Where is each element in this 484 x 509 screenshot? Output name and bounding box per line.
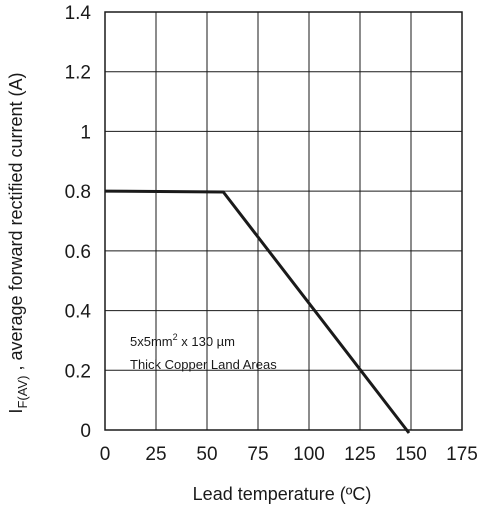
x-tick-label: 0 <box>100 444 111 465</box>
x-tick-label: 125 <box>344 444 376 465</box>
annotation-line1-rest: x 130 µm <box>178 334 235 349</box>
y-tick-label: 0.6 <box>65 242 91 263</box>
annotation-line1: 5x5mm2 x 130 µm <box>130 332 235 349</box>
annotation-line2: Thick Copper Land Areas <box>130 357 277 372</box>
annotation-line1-main: 5x5mm <box>130 334 173 349</box>
y-tick-label: 0.8 <box>65 182 91 203</box>
y-axis-label-main: I <box>6 409 26 414</box>
y-tick-label: 0.2 <box>65 361 91 382</box>
x-tick-label: 25 <box>145 444 166 465</box>
y-tick-labels: 0 0.2 0.4 0.6 0.8 1 1.2 1.4 <box>65 3 92 442</box>
x-tick-label: 150 <box>395 444 427 465</box>
x-tick-label: 50 <box>196 444 217 465</box>
y-axis-label-rest: , average forward rectified current (A) <box>6 72 26 375</box>
y-tick-label: 1.4 <box>65 3 92 24</box>
series-layer <box>104 189 411 434</box>
y-tick-label: 0 <box>80 421 91 442</box>
y-tick-label: 1 <box>80 122 91 143</box>
x-tick-labels: 0 25 50 75 100 125 150 175 <box>100 444 478 465</box>
plot-frame <box>104 11 463 431</box>
x-tick-label: 75 <box>247 444 268 465</box>
annotation: 5x5mm2 x 130 µm Thick Copper Land Areas <box>130 332 277 372</box>
x-tick-label: 175 <box>446 444 478 465</box>
y-tick-label: 0.4 <box>65 302 92 323</box>
grid <box>104 11 463 431</box>
y-axis-label-subscript: F(AV) <box>15 376 30 409</box>
series-line-0 <box>104 189 411 434</box>
annotation-line1-superscript: 2 <box>173 332 178 342</box>
x-axis-label: Lead temperature (ºC) <box>193 484 372 504</box>
y-tick-label: 1.2 <box>65 63 91 84</box>
x-tick-label: 100 <box>293 444 325 465</box>
y-axis-label: IF(AV) , average forward rectified curre… <box>6 72 30 413</box>
